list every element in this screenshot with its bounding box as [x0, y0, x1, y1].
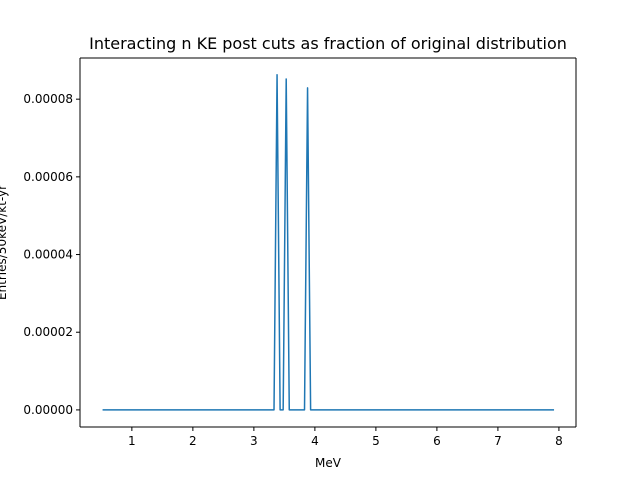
y-tick-label: 0.00008 — [23, 92, 73, 106]
x-tick-label: 3 — [250, 434, 258, 448]
x-tick-label: 7 — [494, 434, 502, 448]
x-axis-label: MeV — [315, 456, 342, 470]
x-tick-label: 6 — [433, 434, 441, 448]
series-line-0 — [102, 73, 555, 411]
chart-title: Interacting n KE post cuts as fraction o… — [89, 34, 567, 53]
y-axis-ticks: 0.00000 0.00002 0.00004 0.00006 0.00008 — [23, 92, 80, 417]
y-axis-label: Entries/50keV/kt-yr — [0, 185, 9, 300]
x-tick-label: 4 — [311, 434, 319, 448]
x-tick-label: 8 — [555, 434, 563, 448]
y-tick-label: 0.00004 — [23, 248, 73, 262]
x-tick-label: 1 — [128, 434, 136, 448]
x-tick-label: 5 — [372, 434, 380, 448]
plot-area — [80, 58, 576, 427]
axes-frame — [79, 57, 577, 428]
x-axis-ticks: 1 2 3 4 5 6 7 8 — [128, 427, 563, 448]
y-tick-label: 0.00006 — [23, 170, 73, 184]
x-tick-label: 2 — [189, 434, 197, 448]
y-tick-label: 0.00000 — [23, 403, 73, 417]
line-layer — [102, 73, 555, 411]
y-tick-label: 0.00002 — [23, 325, 73, 339]
